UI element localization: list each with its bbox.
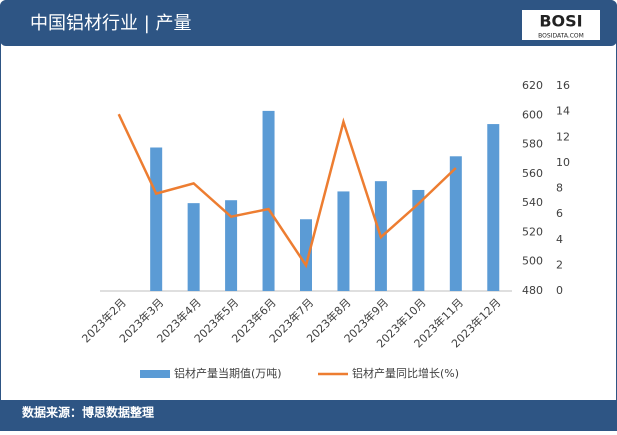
line bbox=[117, 113, 457, 269]
source: 数据来源：博思数据整理 bbox=[22, 405, 154, 420]
legend-swatch bbox=[140, 370, 170, 378]
bar bbox=[337, 191, 350, 291]
bar bbox=[225, 200, 238, 291]
bar bbox=[412, 189, 425, 291]
y-tick-label: 580 bbox=[522, 138, 543, 151]
legend-label: 铝材产量当期值(万吨) bbox=[174, 366, 282, 380]
y2-tick-label: 14 bbox=[556, 105, 570, 118]
y-tick-label: 600 bbox=[522, 108, 543, 121]
y-tick-label: 540 bbox=[522, 196, 543, 209]
y2-tick-label: 4 bbox=[556, 233, 563, 246]
logo: BOSI bbox=[539, 12, 582, 31]
logo-site: BOSIDATA.COM bbox=[538, 33, 584, 40]
bar bbox=[262, 110, 275, 292]
y2-tick-label: 12 bbox=[556, 130, 570, 143]
bar bbox=[187, 203, 200, 291]
bar bbox=[487, 124, 500, 291]
y2-tick-label: 16 bbox=[556, 79, 570, 92]
bar bbox=[150, 147, 163, 291]
y-tick-label: 520 bbox=[522, 225, 543, 238]
y2-tick-label: 6 bbox=[556, 207, 563, 220]
legend-label: 铝材产量同比增长(%) bbox=[352, 366, 459, 380]
y2-tick-label: 0 bbox=[556, 284, 563, 297]
y-tick-label: 500 bbox=[522, 255, 543, 268]
bar bbox=[300, 219, 312, 291]
footer bbox=[0, 400, 617, 431]
chart-title: 中国铝材行业 | 产量 bbox=[30, 13, 192, 34]
bar bbox=[449, 156, 462, 291]
y2-tick-label: 10 bbox=[556, 156, 570, 169]
logo-box bbox=[522, 10, 600, 40]
y-tick-label: 620 bbox=[522, 79, 543, 92]
y-tick-label: 480 bbox=[522, 284, 543, 297]
y2-tick-label: 2 bbox=[556, 258, 563, 271]
y2-tick-label: 8 bbox=[556, 182, 563, 195]
y-tick-label: 560 bbox=[522, 167, 543, 180]
header bbox=[0, 0, 617, 46]
